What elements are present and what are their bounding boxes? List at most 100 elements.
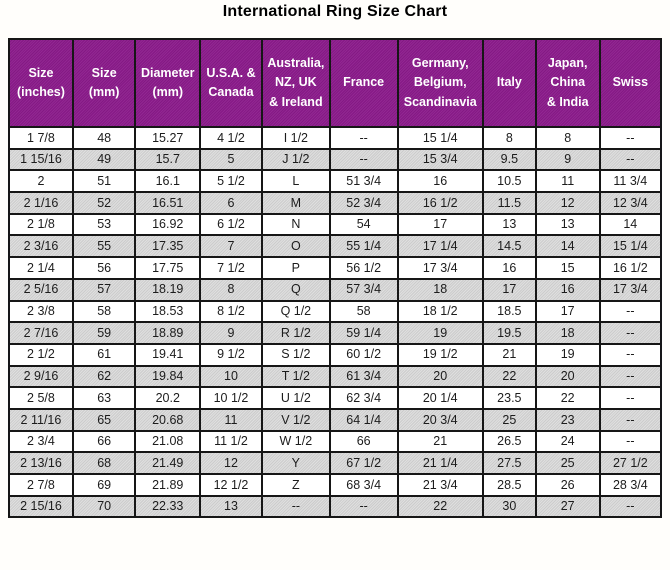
- table-cell: 51: [71, 169, 137, 194]
- table-cell: --: [260, 494, 331, 519]
- table-cell: --: [598, 386, 663, 410]
- table-cell: 4 1/2: [199, 126, 263, 150]
- table-cell: 2 5/8: [8, 386, 74, 410]
- table-cell: 61: [71, 342, 137, 367]
- table-cell: 26.5: [481, 429, 537, 454]
- table-cell: --: [598, 126, 663, 150]
- table-cell: 49: [71, 147, 137, 172]
- table-cell: 48: [71, 126, 137, 150]
- table-cell: --: [598, 342, 663, 367]
- header-cell: Japan, China & India: [534, 38, 601, 128]
- header-cell: Germany, Belgium, Scandinavia: [396, 38, 484, 128]
- table-cell: T 1/2: [260, 364, 331, 389]
- header-cell: U.S.A. & Canada: [199, 38, 263, 128]
- table-cell: 22: [534, 386, 601, 410]
- table-body: 1 7/8 48 15.27 4 1/2 I 1/2 -- 15 1/4 8 8 -- 1 15/1…: [8, 126, 663, 519]
- table-cell: 63: [71, 386, 137, 410]
- table-cell: 12 3/4: [598, 191, 663, 215]
- table-row: 2 11/16 65 20.68 11 V 1/2 64 1/4 20 3/4 25 23 --: [8, 407, 663, 432]
- table-row: 2 5/8 63 20.2 10 1/2 U 1/2 62 3/4 20 1/4 23.5 22…: [8, 386, 663, 410]
- table-cell: 27 1/2: [598, 451, 663, 475]
- table-cell: 7 1/2: [199, 256, 263, 280]
- table-row: 2 1/2 61 19.41 9 1/2 S 1/2 60 1/2 19 1/2 21 19 --: [8, 342, 663, 367]
- table-cell: 17: [396, 212, 484, 237]
- table-cell: 13: [481, 212, 537, 237]
- table-cell: 65: [71, 407, 137, 432]
- table-cell: 18.89: [134, 321, 202, 345]
- table-cell: 12: [199, 451, 263, 475]
- table-cell: 66: [328, 429, 399, 454]
- table-row: 2 1/4 56 17.75 7 1/2 P 56 1/2 17 3/4 16 15 16 1/2: [8, 256, 663, 280]
- table-cell: 57: [71, 277, 137, 302]
- table-cell: 15.27: [134, 126, 202, 150]
- ring-size-table: Size (inches) Size (mm) Diameter (mm) U.S.A…: [8, 38, 663, 519]
- table-cell: --: [598, 299, 663, 324]
- table-cell: 2 3/8: [8, 299, 74, 324]
- table-row: 2 7/8 69 21.89 12 1/2 Z 68 3/4 21 3/4 28.5 26 28 …: [8, 473, 663, 497]
- header-cell: Diameter (mm): [134, 38, 202, 128]
- table-cell: 51 3/4: [328, 169, 399, 194]
- table-cell: 19.5: [481, 321, 537, 345]
- table-cell: 2 13/16: [8, 451, 74, 475]
- table-cell: 21: [396, 429, 484, 454]
- table-cell: 16.1: [134, 169, 202, 194]
- table-row: 2 1/8 53 16.92 6 1/2 N 54 17 13 13 14: [8, 212, 663, 237]
- table-cell: 20 1/4: [396, 386, 484, 410]
- table-row: 1 7/8 48 15.27 4 1/2 I 1/2 -- 15 1/4 8 8 --: [8, 126, 663, 150]
- table-cell: 26: [534, 473, 601, 497]
- table-cell: 15 1/4: [396, 126, 484, 150]
- table-cell: U 1/2: [260, 386, 331, 410]
- table-cell: 52: [71, 191, 137, 215]
- table-cell: 2 7/16: [8, 321, 74, 345]
- table-cell: 13: [534, 212, 601, 237]
- table-cell: 9.5: [481, 147, 537, 172]
- table-cell: 17 3/4: [598, 277, 663, 302]
- table-cell: 21.49: [134, 451, 202, 475]
- table-cell: 11 3/4: [598, 169, 663, 194]
- table-cell: 14: [534, 234, 601, 259]
- table-cell: 18 1/2: [396, 299, 484, 324]
- table-cell: 59: [71, 321, 137, 345]
- table-cell: 2 15/16: [8, 494, 74, 519]
- table-cell: 10 1/2: [199, 386, 263, 410]
- table-cell: 13: [199, 494, 263, 519]
- table-cell: V 1/2: [260, 407, 331, 432]
- table-cell: 7: [199, 234, 263, 259]
- table-cell: 18.5: [481, 299, 537, 324]
- table-cell: 16.51: [134, 191, 202, 215]
- table-cell: 8: [199, 277, 263, 302]
- table-cell: 28 3/4: [598, 473, 663, 497]
- table-cell: 16.92: [134, 212, 202, 237]
- table-cell: 2 1/2: [8, 342, 74, 367]
- header-cell: Italy: [481, 38, 537, 128]
- table-cell: 21 3/4: [396, 473, 484, 497]
- table-cell: --: [598, 321, 663, 345]
- table-cell: 2 11/16: [8, 407, 74, 432]
- table-cell: --: [598, 147, 663, 172]
- table-row: 2 1/16 52 16.51 6 M 52 3/4 16 1/2 11.5 12 12 3/4: [8, 191, 663, 215]
- table-cell: Q 1/2: [260, 299, 331, 324]
- table-cell: 56: [71, 256, 137, 280]
- table-cell: M: [260, 191, 331, 215]
- table-cell: 66: [71, 429, 137, 454]
- table-cell: 9: [534, 147, 601, 172]
- table-cell: 17 3/4: [396, 256, 484, 280]
- table-cell: W 1/2: [260, 429, 331, 454]
- table-cell: 2 3/4: [8, 429, 74, 454]
- table-cell: 16: [534, 277, 601, 302]
- table-cell: 8 1/2: [199, 299, 263, 324]
- table-cell: 16: [481, 256, 537, 280]
- table-cell: --: [328, 126, 399, 150]
- table-cell: 68: [71, 451, 137, 475]
- table-cell: 10: [199, 364, 263, 389]
- table-cell: 17.35: [134, 234, 202, 259]
- table-cell: 67 1/2: [328, 451, 399, 475]
- page-title: International Ring Size Chart: [222, 3, 448, 20]
- header-cell: Swiss: [598, 38, 663, 128]
- table-cell: 28.5: [481, 473, 537, 497]
- table-cell: 20: [396, 364, 484, 389]
- table-cell: 18.53: [134, 299, 202, 324]
- table-cell: Y: [260, 451, 331, 475]
- table-cell: 2: [8, 169, 74, 194]
- table-cell: 6 1/2: [199, 212, 263, 237]
